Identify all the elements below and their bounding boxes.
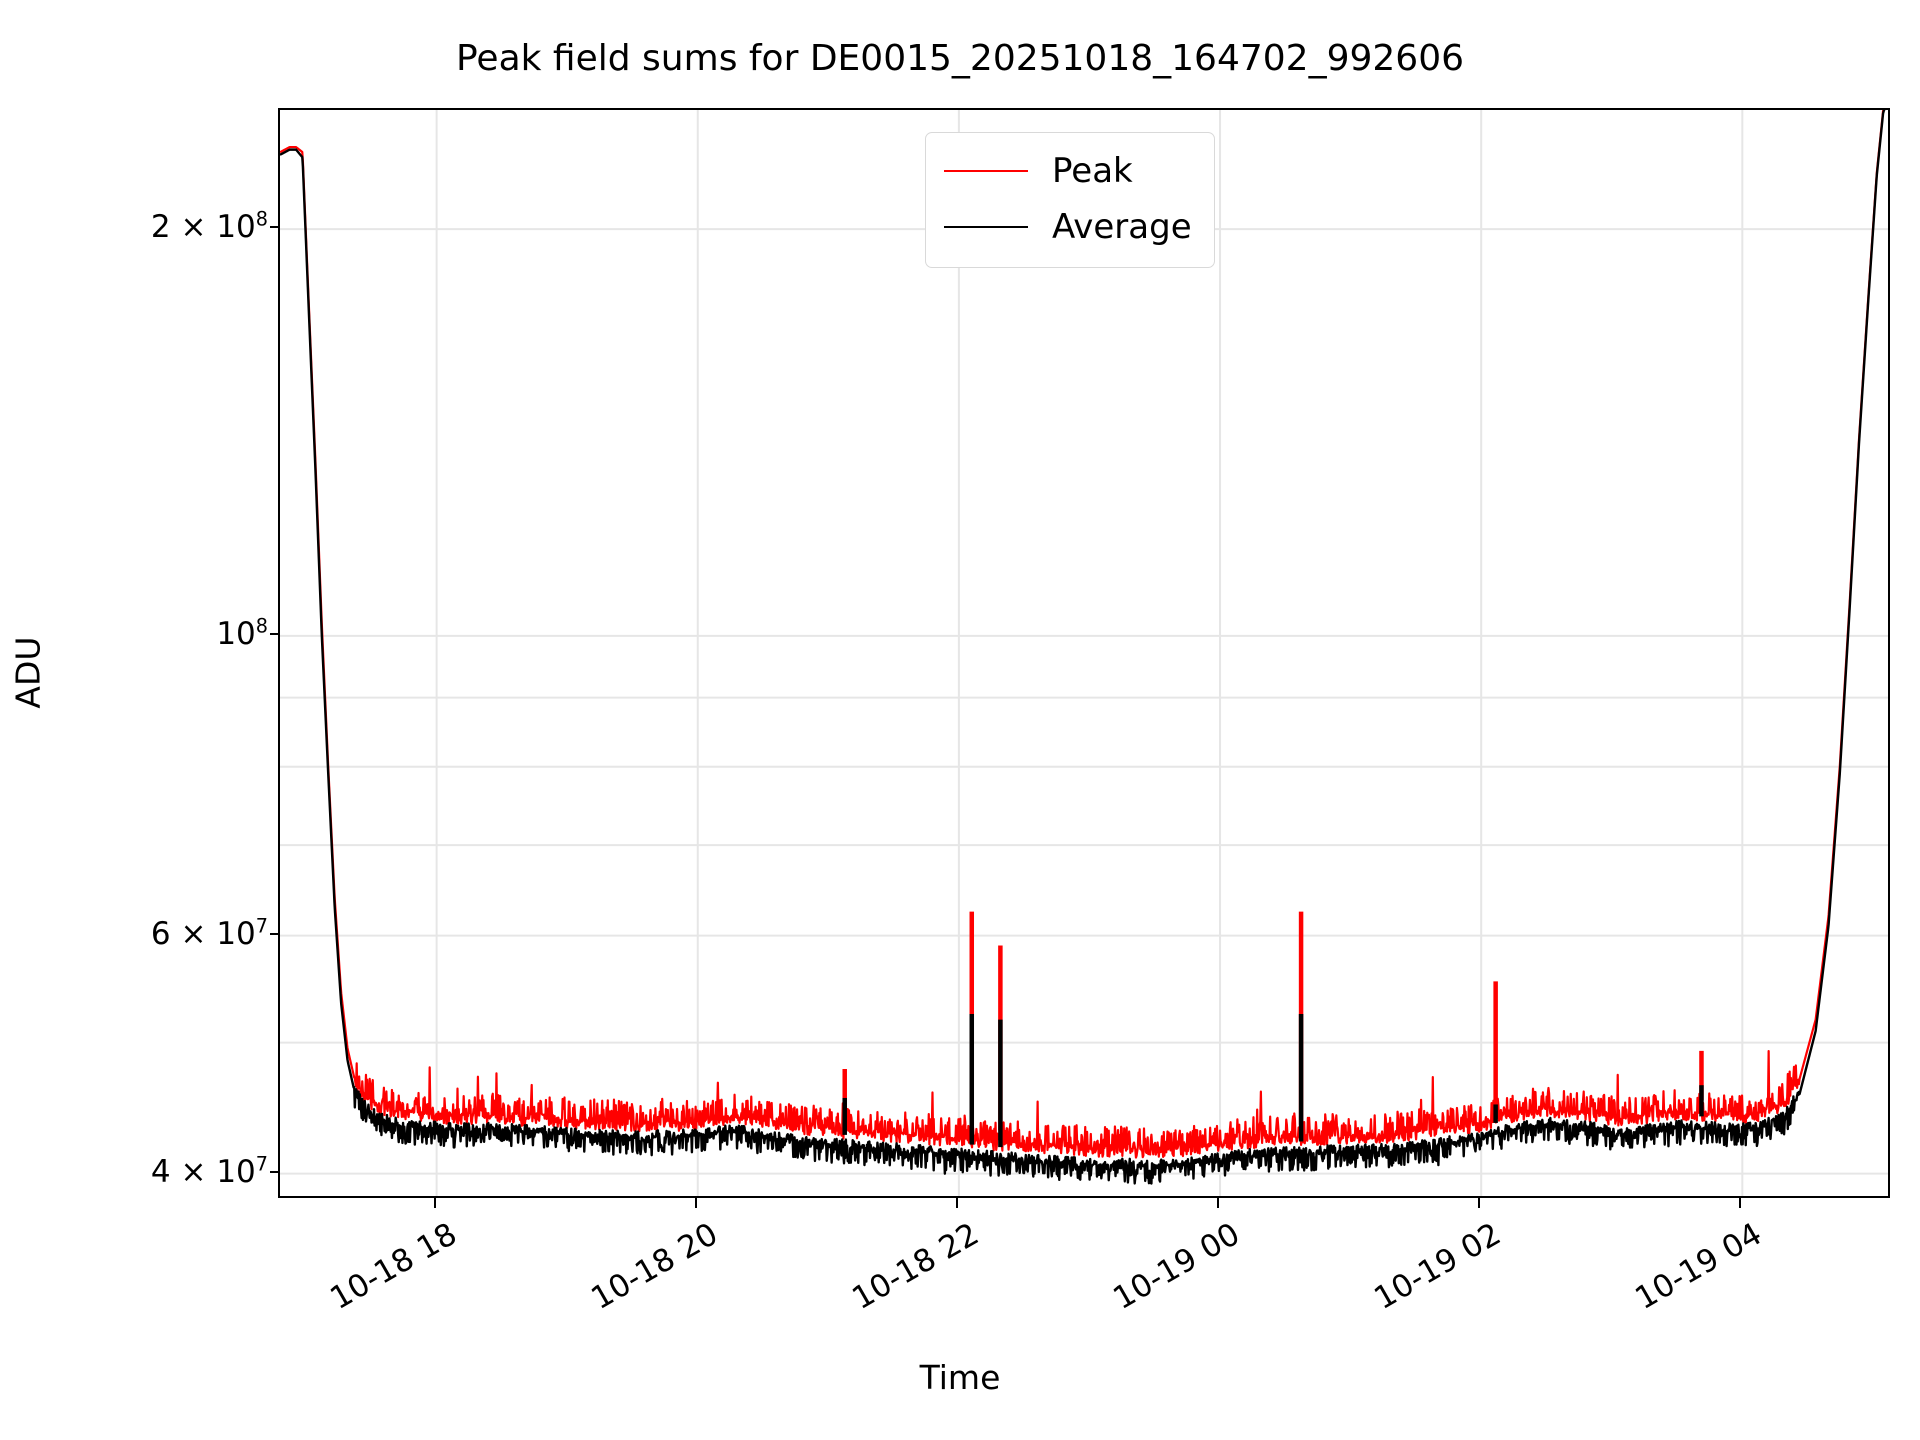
y-tick-label: 6 × 107	[150, 914, 268, 952]
y-tick-mark	[270, 932, 280, 935]
x-tick-label: 10-18 20	[585, 1216, 724, 1317]
legend-item-peak: Peak	[944, 143, 1192, 199]
chart-title: Peak field sums for DE0015_20251018_1647…	[456, 38, 1464, 79]
legend-line-icon-average	[944, 226, 1028, 228]
x-tick-label: 10-19 00	[1107, 1216, 1247, 1317]
y-tick-mark	[270, 1170, 280, 1173]
x-tick-label: 10-19 02	[1368, 1216, 1508, 1317]
plot-area	[278, 108, 1890, 1198]
y-tick-mark	[270, 632, 280, 635]
x-tick-label: 10-18 22	[846, 1216, 985, 1317]
x-tick-mark	[1478, 1198, 1481, 1208]
x-tick-label: 10-18 18	[323, 1216, 463, 1317]
y-tick-label: 2 × 108	[150, 207, 268, 246]
legend-label-average: Average	[1052, 207, 1192, 247]
legend-line-icon-peak	[944, 170, 1028, 172]
legend-label-peak: Peak	[1052, 151, 1133, 191]
data-series-layer	[280, 110, 1886, 1185]
legend-item-average: Average	[944, 199, 1192, 255]
y-tick-mark	[270, 226, 280, 229]
y-tick-label: 108	[216, 614, 268, 652]
y-axis-label: ADU	[8, 636, 48, 709]
series-line-peak	[280, 110, 1885, 1159]
x-tick-mark	[1739, 1198, 1742, 1208]
x-tick-mark	[1217, 1198, 1220, 1208]
y-tick-label: 4 × 107	[150, 1152, 268, 1190]
x-tick-mark	[433, 1198, 436, 1208]
x-axis-label: Time	[919, 1358, 1001, 1397]
chart-legend: Peak Average	[925, 132, 1215, 268]
x-tick-mark	[955, 1198, 958, 1208]
x-tick-label: 10-19 04	[1629, 1216, 1769, 1317]
series-line-average	[280, 110, 1886, 1185]
x-tick-mark	[694, 1198, 697, 1208]
